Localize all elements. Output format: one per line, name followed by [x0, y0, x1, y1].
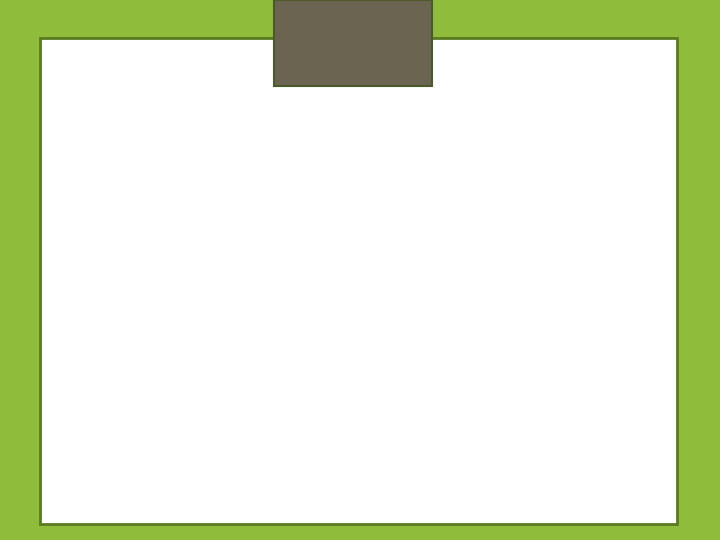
Text: constant (molal freezing pt or boiling pt): constant (molal freezing pt or boiling p… — [84, 349, 536, 369]
Text: molality: molality — [422, 174, 511, 194]
Text: ΔT  =  (K)(df)(m): ΔT = (K)(df)(m) — [218, 256, 531, 289]
Text: Dissociation factor: Dissociation factor — [91, 174, 297, 194]
Text: THE CALCULATION: THE CALCULATION — [84, 72, 600, 120]
